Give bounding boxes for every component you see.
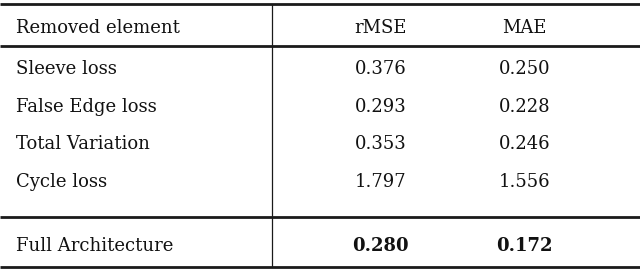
Text: 0.172: 0.172 (497, 237, 553, 255)
Text: 0.293: 0.293 (355, 98, 406, 116)
Text: Total Variation: Total Variation (16, 136, 150, 153)
Text: 0.376: 0.376 (355, 60, 406, 78)
Text: Sleeve loss: Sleeve loss (16, 60, 117, 78)
Text: 0.228: 0.228 (499, 98, 550, 116)
Text: Removed element: Removed element (16, 19, 180, 37)
Text: False Edge loss: False Edge loss (16, 98, 157, 116)
Text: MAE: MAE (502, 19, 547, 37)
Text: Full Architecture: Full Architecture (16, 237, 173, 255)
Text: 0.353: 0.353 (355, 136, 406, 153)
Text: 1.797: 1.797 (355, 173, 406, 191)
Text: Cycle loss: Cycle loss (16, 173, 107, 191)
Text: 0.250: 0.250 (499, 60, 550, 78)
Text: 1.556: 1.556 (499, 173, 550, 191)
Text: 0.246: 0.246 (499, 136, 550, 153)
Text: 0.280: 0.280 (353, 237, 409, 255)
Text: rMSE: rMSE (355, 19, 407, 37)
